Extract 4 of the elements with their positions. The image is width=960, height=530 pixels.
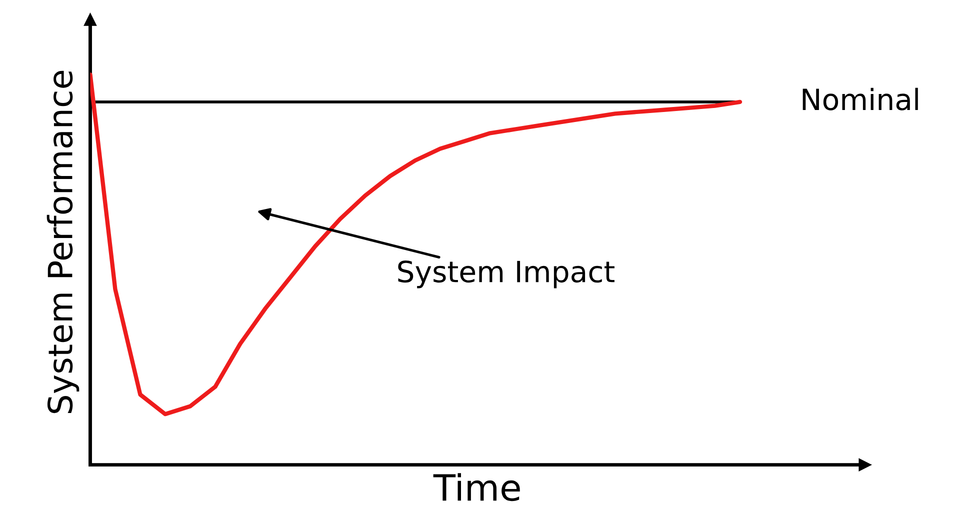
annotation: System Impact [398, 260, 614, 288]
x-axis-title: Time [433, 473, 520, 502]
ref-line-label: Nominal [802, 88, 918, 110]
y-axis-title: System Performance [46, 70, 80, 414]
